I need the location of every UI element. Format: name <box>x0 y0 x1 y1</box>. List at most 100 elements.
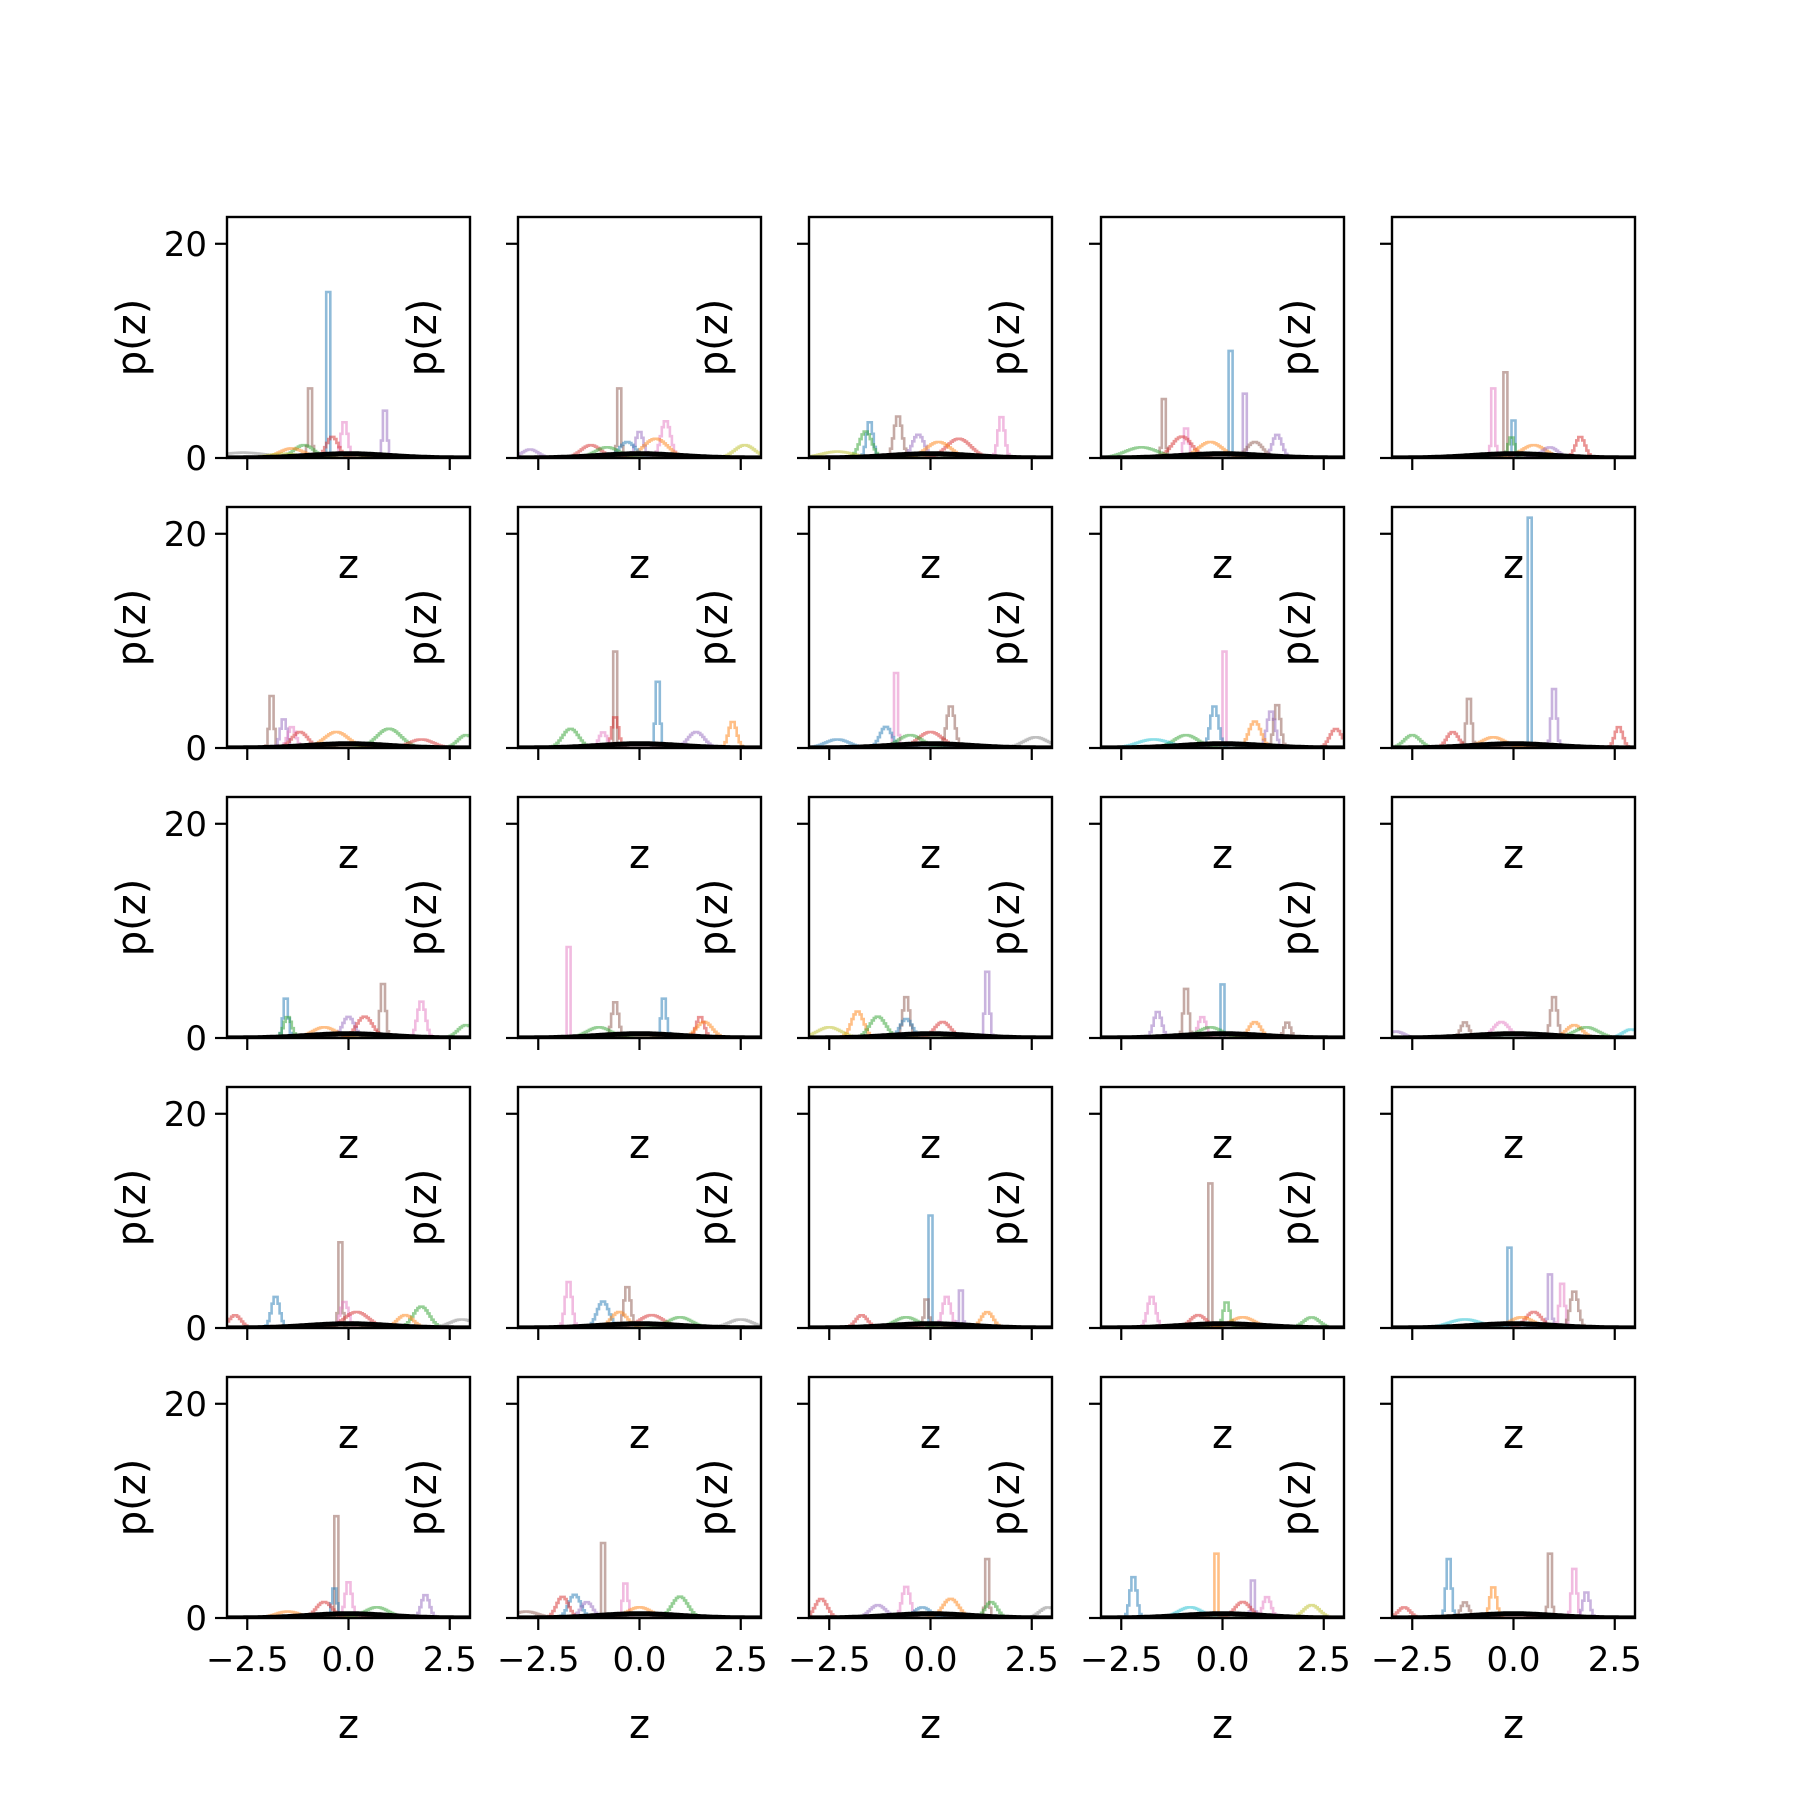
subplot-r2-c2: z p(z) <box>400 505 763 878</box>
subplot-r5-c1: 0 20 −2.5 0.0 2.5 z p(z) <box>109 1375 477 1748</box>
plot-area <box>518 1541 761 1618</box>
y-tick-label: 20 <box>164 225 207 265</box>
plot-area <box>1101 983 1344 1038</box>
x-axis-label: z <box>338 1702 359 1748</box>
y-axis-label: p(z) <box>400 1459 446 1537</box>
plot-area <box>227 1241 470 1328</box>
y-axis-label: p(z) <box>400 1169 446 1247</box>
y-axis-label: p(z) <box>691 1169 737 1247</box>
series-step-5 <box>1392 1026 1635 1038</box>
subplot-r3-c5: z p(z) <box>1274 795 1637 1168</box>
y-axis-label: p(z) <box>983 879 1029 957</box>
x-tick-label: 0.0 <box>903 1640 957 1680</box>
series-step-7 <box>1101 1026 1344 1038</box>
series-step-1 <box>227 982 470 1038</box>
x-tick-label: 2.5 <box>714 1640 768 1680</box>
series-step-4 <box>809 730 1052 748</box>
x-tick-label: −2.5 <box>788 1640 871 1680</box>
series-step-6 <box>809 736 1052 748</box>
series-step-1 <box>809 970 1052 1038</box>
series-step-4 <box>1392 436 1635 458</box>
series-step-2 <box>1392 1552 1635 1618</box>
plot-area <box>518 387 761 458</box>
plot-area <box>809 415 1052 458</box>
x-axis-label: z <box>338 542 359 588</box>
subplot-r5-c4: −2.5 0.0 2.5 z p(z) <box>983 1375 1351 1748</box>
series-step-6 <box>809 437 1052 458</box>
series-step-3 <box>227 1300 470 1328</box>
series-step-4 <box>809 1298 1052 1328</box>
series-step-5 <box>227 730 470 748</box>
y-axis-label: p(z) <box>983 299 1029 377</box>
series-step-7 <box>518 1318 761 1328</box>
x-axis-label: z <box>1503 832 1524 878</box>
series-step-8 <box>809 450 1052 458</box>
y-axis-label: p(z) <box>1274 589 1320 667</box>
y-axis-label: p(z) <box>109 879 155 957</box>
series-step-2 <box>227 1581 470 1618</box>
series-step-7 <box>809 738 1052 748</box>
series-step-5 <box>1101 1316 1344 1328</box>
series-step-7 <box>1392 736 1635 748</box>
series-step-4 <box>227 421 470 458</box>
x-tick-label: 0.0 <box>1195 1640 1249 1680</box>
y-axis-label: p(z) <box>691 1459 737 1537</box>
x-axis-label: z <box>1212 832 1233 878</box>
x-axis-label: z <box>1503 1702 1524 1748</box>
y-tick-label: 20 <box>164 805 207 845</box>
x-tick-label: 2.5 <box>1005 1640 1059 1680</box>
axes-frame <box>1390 215 1637 460</box>
y-axis-label: p(z) <box>983 1169 1029 1247</box>
subplot-r5-c5: −2.5 0.0 2.5 z p(z) <box>1274 1375 1642 1748</box>
plot-area <box>1392 1552 1635 1618</box>
subplot-r1-c5: z p(z) <box>1274 215 1637 588</box>
series-step-5 <box>227 435 470 458</box>
subplot-r4-c1: 0 20 z p(z) <box>109 1085 472 1458</box>
series-step-1 <box>1392 1557 1635 1618</box>
series-step-2 <box>518 680 761 748</box>
x-axis-label: z <box>1503 542 1524 588</box>
subplot-r2-c5: z p(z) <box>1274 505 1637 878</box>
x-tick-label: 0.0 <box>1486 1640 1540 1680</box>
series-step-8 <box>227 451 470 458</box>
subplot-r5-c2: −2.5 0.0 2.5 z p(z) <box>400 1375 768 1748</box>
series-step-1 <box>809 671 1052 748</box>
y-axis-label: p(z) <box>983 589 1029 667</box>
x-tick-label: 0.0 <box>321 1640 375 1680</box>
y-axis-label: p(z) <box>400 879 446 957</box>
subplot-r1-c1: 0 20 z p(z) <box>109 215 472 588</box>
series-step-2 <box>1392 1020 1635 1038</box>
y-tick-label: 0 <box>185 729 207 769</box>
x-axis-label: z <box>629 832 650 878</box>
x-axis-label: z <box>1212 1412 1233 1458</box>
x-axis-label: z <box>629 542 650 588</box>
x-tick-label: 2.5 <box>1588 1640 1642 1680</box>
series-step-6 <box>1101 1316 1344 1328</box>
series-step-5 <box>809 433 1052 458</box>
x-axis-label: z <box>629 1702 650 1748</box>
series-step-8 <box>227 738 470 748</box>
plot-area <box>809 671 1052 748</box>
series-step-3 <box>809 1597 1052 1618</box>
series-step-3 <box>1392 697 1635 748</box>
x-axis-label: z <box>920 832 941 878</box>
subplot-r1-c3: z p(z) <box>691 215 1054 588</box>
y-axis-label: p(z) <box>691 299 737 377</box>
y-axis-label: p(z) <box>109 1459 155 1537</box>
y-tick-label: 0 <box>185 1599 207 1639</box>
series-step-6 <box>1392 443 1635 458</box>
y-tick-label: 0 <box>185 1019 207 1059</box>
series-step-7 <box>809 1606 1052 1618</box>
y-axis-label: p(z) <box>691 879 737 957</box>
series-step-5 <box>518 1313 761 1328</box>
y-axis-label: p(z) <box>109 589 155 667</box>
series-step-1 <box>518 387 761 458</box>
subplot-r3-c1: 0 20 z p(z) <box>109 795 472 1168</box>
series-step-2 <box>1101 1575 1344 1618</box>
x-axis-label: z <box>1503 1412 1524 1458</box>
plot-area <box>1392 1246 1635 1328</box>
series-step-5 <box>1101 705 1344 748</box>
x-axis-label: z <box>1212 542 1233 588</box>
series-step-7 <box>518 1606 761 1618</box>
